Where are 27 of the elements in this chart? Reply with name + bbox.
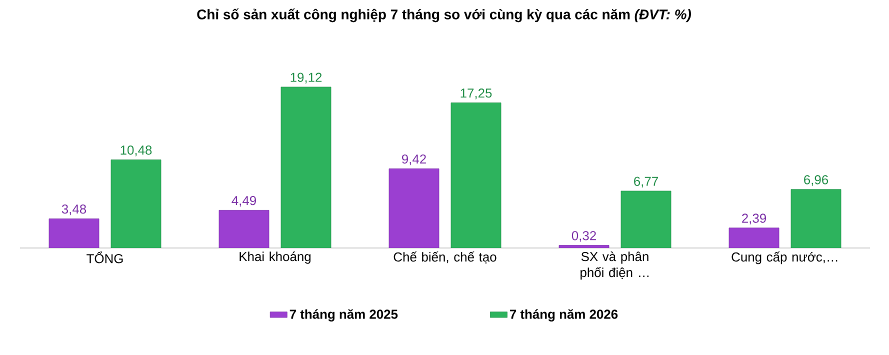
bar (450, 102, 502, 248)
legend-label: 7 tháng năm 2026 (510, 309, 618, 322)
data-label: 17,25 (460, 88, 492, 100)
data-label: 6,77 (634, 176, 658, 188)
bar (790, 189, 842, 248)
bar (388, 168, 440, 248)
bar (48, 218, 100, 248)
data-label: 3,48 (62, 204, 86, 216)
data-label: 10,48 (120, 146, 152, 156)
x-tick-label: Khai khoáng (240, 252, 311, 264)
data-label: 6,96 (804, 175, 828, 186)
data-label: 9,42 (402, 154, 426, 166)
data-label: 19,12 (290, 72, 322, 84)
chart-title: Chỉ số sản xuất công nghiệp 7 tháng so với cùng kỳ qua các năm (ĐVT: %) (197, 8, 691, 22)
data-label: 2,39 (742, 214, 766, 224)
x-tick-label: Chế biến, chế tạo (394, 252, 496, 264)
bar (218, 210, 270, 248)
data-label: 0,32 (572, 231, 596, 242)
bar (280, 86, 332, 248)
x-tick-label: TỔNG (86, 252, 123, 264)
x-tick-label: Cung cấp nước,… (732, 252, 838, 264)
bar (728, 228, 780, 248)
legend-label: 7 tháng năm 2025 (290, 309, 398, 322)
bar (110, 160, 162, 248)
x-tick-label: SX và phân phối điện … (580, 252, 648, 280)
bar (620, 190, 672, 248)
data-label: 4,49 (232, 196, 256, 207)
